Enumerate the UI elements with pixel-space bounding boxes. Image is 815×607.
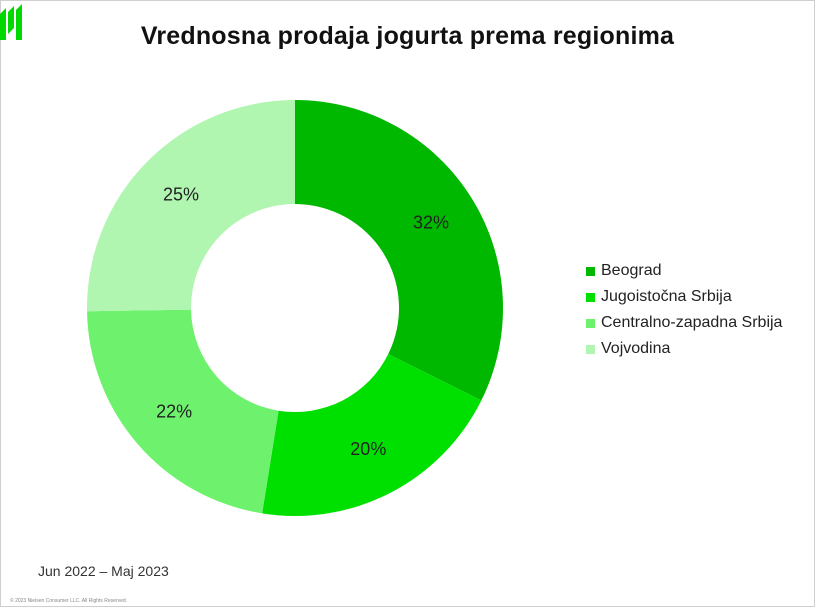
brand-logo-icon bbox=[0, 4, 22, 40]
legend-swatch bbox=[586, 344, 595, 354]
legend-item: Vojvodina bbox=[586, 336, 782, 362]
legend-label: Centralno-zapadna Srbija bbox=[601, 314, 783, 331]
donut-slice-vojvodina bbox=[87, 100, 295, 312]
legend-item: Jugoistočna Srbija bbox=[586, 284, 782, 310]
copyright-notice: © 2023 Nielsen Consumer LLC. All Rights … bbox=[10, 598, 128, 604]
legend-label: Beograd bbox=[601, 262, 662, 279]
chart-legend: Beograd Jugoistočna Srbija Centralno-zapad… bbox=[586, 258, 782, 362]
legend-swatch bbox=[586, 266, 595, 276]
legend-label: Vojvodina bbox=[601, 340, 671, 357]
donut-slice-jugoisto-na-srbija bbox=[262, 354, 482, 516]
legend-swatch bbox=[586, 292, 595, 302]
legend-item: Centralno-zapadna Srbija bbox=[586, 310, 782, 336]
chart-title: Vrednosna prodaja jogurta prema regionim… bbox=[140, 22, 675, 50]
legend-swatch bbox=[586, 318, 595, 328]
slice-label: 25% bbox=[163, 185, 199, 205]
slice-label: 32% bbox=[413, 212, 449, 232]
slice-label: 20% bbox=[350, 439, 386, 459]
donut-slice-beograd bbox=[295, 100, 504, 401]
legend-item: Beograd bbox=[586, 258, 782, 284]
donut-slice-centralno-zapadna-srbija bbox=[87, 309, 279, 514]
period-label: Jun 2022 – Maj 2023 bbox=[38, 563, 169, 579]
legend-label: Jugoistočna Srbija bbox=[601, 288, 732, 305]
slice-label: 22% bbox=[156, 402, 192, 422]
